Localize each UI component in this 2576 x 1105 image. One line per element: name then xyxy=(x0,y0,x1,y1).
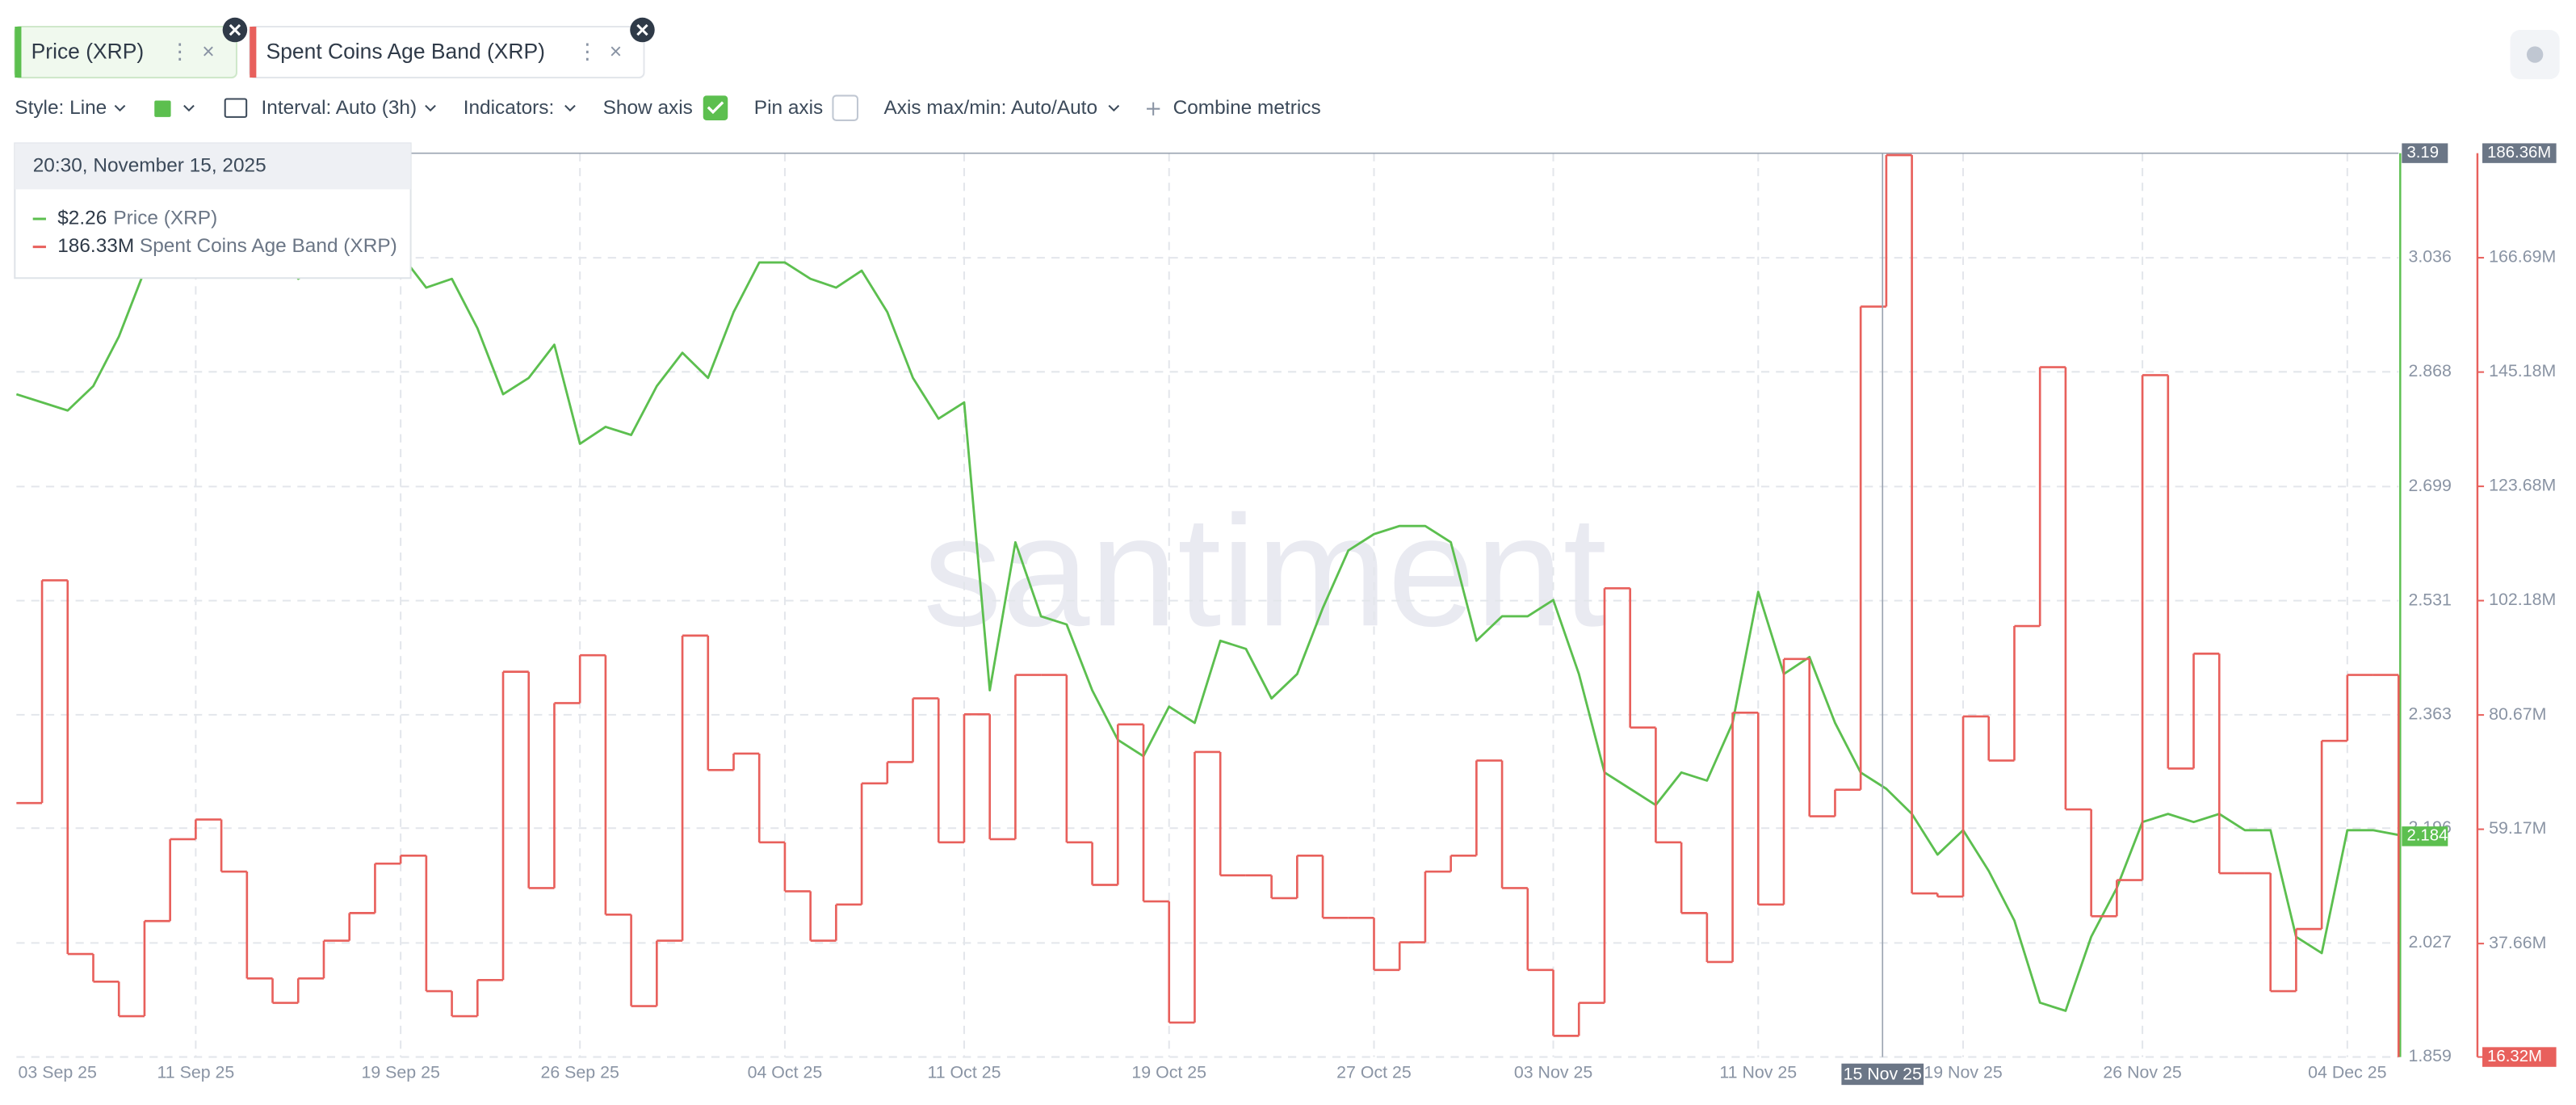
y2-tick-label: 102.18M xyxy=(2489,590,2556,609)
y-badge xyxy=(2402,826,2448,847)
tooltip-value: 186.33M xyxy=(57,235,134,257)
x-tick-label: 26 Sep 25 xyxy=(540,1063,619,1082)
y2-badge xyxy=(2482,1047,2557,1067)
chip-menu[interactable]: ⋮ xyxy=(170,40,191,64)
x-tick-label: 04 Dec 25 xyxy=(2308,1063,2386,1082)
y2-tick-label: 145.18M xyxy=(2489,361,2556,380)
x-tick-label: 19 Nov 25 xyxy=(1924,1063,2002,1082)
y2-badge-label: 16.32M xyxy=(2487,1048,2542,1065)
x-tick-label: 26 Nov 25 xyxy=(2103,1063,2181,1082)
crosshair-label: 15 Nov 25 xyxy=(1844,1065,1922,1084)
x-tick-label: 03 Sep 25 xyxy=(19,1063,97,1082)
axis-minmax-select[interactable]: Axis max/min: Auto/Auto xyxy=(884,97,1098,119)
y-badge-label: 2.184 xyxy=(2406,827,2448,845)
y2-tick-label: 37.66M xyxy=(2489,933,2546,952)
x-tick-label: 19 Sep 25 xyxy=(361,1063,439,1082)
show-axis[interactable]: Show axis xyxy=(603,97,693,119)
y-tick-label: 2.531 xyxy=(2408,590,2451,609)
price-line xyxy=(15,195,2399,1012)
x-tick-label: 27 Oct 25 xyxy=(1336,1063,1412,1082)
y-tick-label: 2.363 xyxy=(2408,704,2451,724)
tooltip: 20:30, November 15, 2025 $2.26 Price (XR… xyxy=(14,142,412,279)
x-tick-label: 19 Oct 25 xyxy=(1131,1063,1206,1082)
combine-metrics[interactable]: Combine metrics xyxy=(1173,97,1321,119)
chip-close[interactable]: × xyxy=(610,40,622,64)
y2-tick-label: 123.68M xyxy=(2489,476,2556,495)
chip-menu[interactable]: ⋮ xyxy=(577,40,598,64)
watermark: santiment xyxy=(923,483,1607,659)
plot: santiment1.8592.0272.1962.3632.5312.6992… xyxy=(15,143,2557,1086)
chip-label: Spent Coins Age Band (XRP) xyxy=(266,40,545,64)
x-tick-label: 11 Oct 25 xyxy=(927,1063,1001,1082)
y-badge-label: 3.19 xyxy=(2406,144,2439,162)
metric-chip[interactable]: Price (XRP) ⋮ × xyxy=(14,25,237,79)
tooltip-metric: Price (XRP) xyxy=(113,207,217,229)
style-select[interactable]: Style: Line xyxy=(15,97,107,119)
interval-select[interactable]: Interval: Auto (3h) xyxy=(261,97,417,119)
y2-tick-label: 166.69M xyxy=(2489,247,2556,267)
y2-tick-label: 80.67M xyxy=(2489,704,2546,724)
chip-close[interactable]: × xyxy=(202,40,214,64)
interval-icon xyxy=(224,98,248,118)
indicators-select[interactable]: Indicators: xyxy=(464,97,555,119)
pin-axis[interactable]: Pin axis xyxy=(754,97,823,119)
y2-badge xyxy=(2482,143,2557,163)
pin-axis-checkbox[interactable] xyxy=(832,95,858,121)
y-tick-label: 3.036 xyxy=(2408,247,2451,267)
y-tick-label: 2.027 xyxy=(2408,932,2451,952)
tooltip-value: $2.26 xyxy=(57,207,107,229)
chip-label: Price (XRP) xyxy=(31,40,145,64)
x-tick-label: 11 Nov 25 xyxy=(1719,1063,1797,1082)
metric-chip[interactable]: Spent Coins Age Band (XRP) ⋮ × xyxy=(249,25,645,79)
y2-tick-label: 59.17M xyxy=(2489,818,2546,838)
y-tick-label: 2.699 xyxy=(2408,476,2451,495)
crosshair-badge xyxy=(1841,1063,1924,1086)
y-badge xyxy=(2402,143,2448,163)
tooltip-metric: Spent Coins Age Band (XRP) xyxy=(140,235,397,257)
y2-badge-label: 186.36M xyxy=(2487,144,2551,162)
color-picker[interactable] xyxy=(154,100,171,117)
y-tick-label: 1.859 xyxy=(2408,1046,2451,1065)
x-tick-label: 11 Sep 25 xyxy=(157,1063,234,1082)
tooltip-time: 20:30, November 15, 2025 xyxy=(33,154,266,176)
y-tick-label: 2.868 xyxy=(2408,361,2451,380)
x-tick-label: 03 Nov 25 xyxy=(1514,1063,1592,1082)
x-tick-label: 04 Oct 25 xyxy=(748,1063,823,1082)
